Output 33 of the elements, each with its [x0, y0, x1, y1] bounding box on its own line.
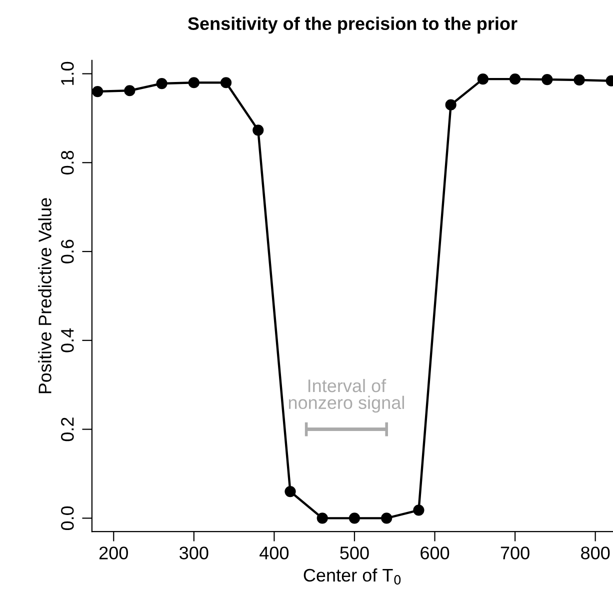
annotation: Interval of nonzero signal — [288, 378, 404, 413]
point — [381, 512, 392, 524]
x-axis-title: Center of T$_{0}$ — [304, 568, 401, 585]
point — [348, 512, 360, 524]
point — [188, 77, 200, 88]
x-tick-label: 300 — [180, 546, 208, 560]
point — [124, 85, 136, 96]
x-tick-label: 500 — [340, 546, 369, 560]
point — [509, 74, 521, 85]
y-tick-label: 0.2 — [61, 418, 74, 442]
point — [542, 74, 553, 86]
y-tick-label: 0.8 — [61, 150, 74, 174]
x-tick-label: 800 — [581, 546, 610, 560]
x-tick-label: 200 — [99, 546, 128, 560]
point — [284, 486, 296, 498]
y-tick-label: 0.6 — [61, 240, 74, 264]
point — [156, 78, 168, 90]
x-tick-label: 400 — [260, 546, 289, 560]
point — [445, 99, 456, 110]
x-tick-label: 600 — [420, 546, 450, 560]
chart-title: Sensitivity of the precision to the prior — [188, 16, 518, 34]
y-axis-title: Positive Predictive Value — [38, 198, 52, 394]
point — [574, 74, 585, 86]
point — [252, 124, 264, 136]
point — [477, 74, 488, 85]
point — [220, 77, 232, 88]
y-tick-label: 1.0 — [61, 62, 74, 85]
point — [413, 504, 424, 516]
y-tick-label: 0.4 — [61, 328, 74, 352]
y-tick-label: 0.0 — [61, 506, 74, 530]
point — [92, 86, 104, 98]
x-tick-label: 700 — [500, 546, 530, 560]
point — [316, 512, 328, 524]
